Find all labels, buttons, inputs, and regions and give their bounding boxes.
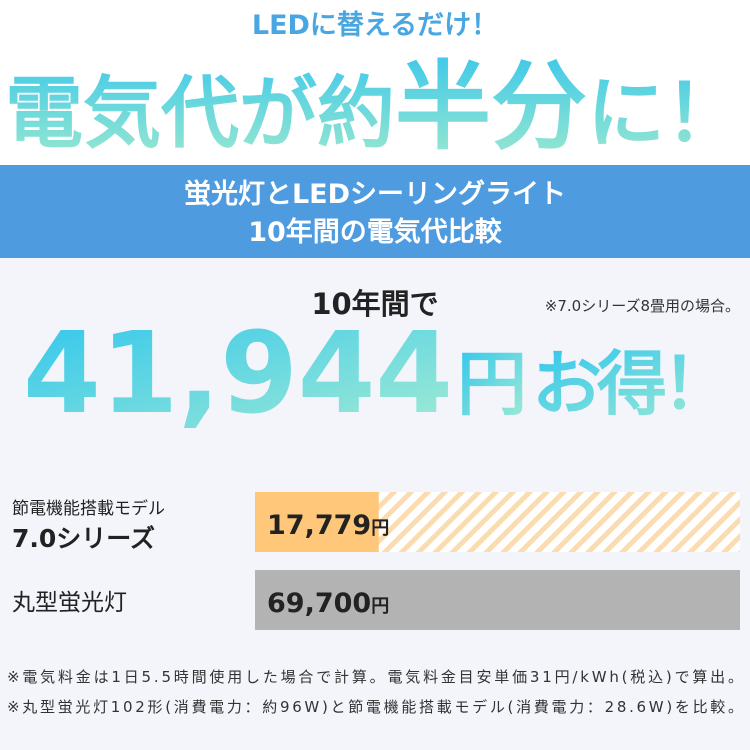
note: ※7.0シリーズ8畳用の場合。 [545,297,740,315]
banner-bg [0,165,750,258]
headline-part: に！ [587,69,743,159]
footnote: ※電気料金は1日5.5時間使用した場合で計算。電気料金目安単価31円/kWh(税… [7,668,743,686]
period: 10年間で [311,287,438,321]
amount: 41,944 [23,309,453,439]
row-label: 丸型蛍光灯 [12,590,127,616]
bar-value: 17,779円 [267,510,389,541]
headline: 電気代が約半分に！ [5,51,743,163]
bar [255,492,379,552]
headline-emphasis: 半分 [395,51,587,163]
amount-unit: 円 [457,343,527,425]
footnote: ※丸型蛍光灯102形(消費電力：約96W)と節電機能搭載モデル(消費電力：28.… [7,698,743,716]
banner-line: 蛍光灯とLEDシーリングライト [184,178,566,210]
value-label: 69,700 [267,588,371,619]
value-label: 17,779 [267,510,371,541]
value-unit: 円 [371,518,389,539]
value-unit: 円 [371,596,389,617]
amount-suffix: お得！ [532,343,732,425]
headline-part: 電気代が約 [5,69,395,159]
row-label-sub: 節電機能搭載モデル [12,498,165,519]
kicker: LEDに替えるだけ！ [252,10,498,41]
bar-value: 69,700円 [267,588,389,619]
row-label: 7.0シリーズ [12,524,155,553]
bar [255,570,740,630]
top-bg [0,0,750,165]
banner-line: 10年間の電気代比較 [248,216,503,248]
